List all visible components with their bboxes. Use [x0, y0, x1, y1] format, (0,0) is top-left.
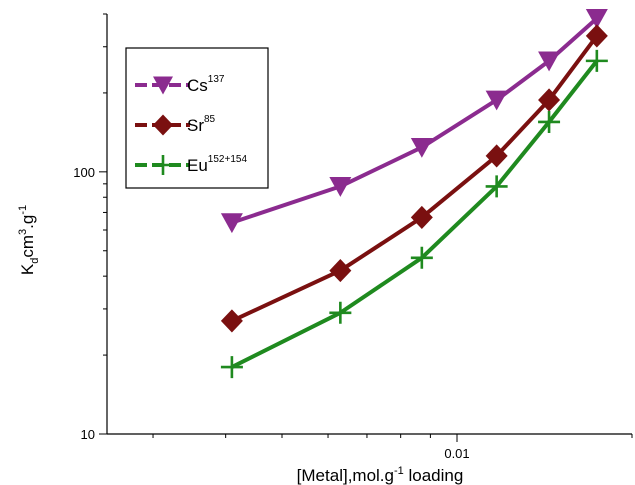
x-axis-title-sup: -1: [394, 465, 404, 477]
series-sr: [220, 24, 608, 333]
data-point: [410, 205, 433, 229]
legend-marker: [153, 76, 173, 95]
data-point: [485, 175, 508, 198]
tick-labels: 10 100 0.01: [73, 165, 469, 461]
data-point: [585, 9, 608, 29]
y-axis-title-sub: d: [29, 258, 41, 264]
legend-label: Eu152+154: [187, 154, 247, 175]
data-point: [538, 51, 561, 72]
y-axis-title-sup-neg1: -1: [17, 205, 29, 215]
axes: [106, 14, 632, 435]
series-line: [231, 34, 599, 323]
x-axis-title-main: [Metal],mol.g: [297, 466, 394, 485]
data-point: [538, 88, 561, 112]
ticks: [99, 13, 633, 442]
data-point: [220, 309, 243, 333]
series-cs: [220, 9, 608, 234]
y-axis-title-sup3: 3: [17, 229, 29, 235]
x-tick-label: 0.01: [444, 446, 469, 461]
legend: Cs137 Sr85 Eu152+154: [125, 47, 269, 189]
data-point: [410, 246, 433, 269]
data-point: [329, 301, 352, 324]
series-line: [231, 59, 599, 369]
data-point: [329, 177, 352, 197]
legend-marker: [153, 155, 173, 175]
data-point: [485, 90, 508, 111]
series-line: [231, 16, 599, 225]
legend-entry: Eu152+154: [135, 154, 247, 175]
legend-entry: Cs137: [135, 74, 225, 95]
data-point: [538, 110, 561, 133]
y-tick-label: 100: [73, 165, 95, 180]
data-point: [220, 356, 243, 379]
y-tick-label: 10: [81, 427, 95, 442]
legend-label: Cs137: [187, 74, 225, 95]
series-layer: [220, 9, 608, 379]
x-axis-title: [Metal],mol.g-1 loading: [297, 465, 464, 485]
data-point: [410, 137, 433, 158]
legend-marker: [153, 114, 173, 136]
x-axis-title-suffix: loading: [404, 466, 464, 485]
y-axis-title-k: K: [18, 263, 37, 275]
data-point: [329, 259, 352, 283]
data-point: [485, 144, 508, 168]
data-point: [585, 24, 608, 48]
y-axis-title-cm: cm: [18, 235, 37, 258]
data-point: [585, 49, 608, 72]
legend-box: [125, 47, 269, 189]
y-axis-title: Kdcm3.g-1: [17, 205, 41, 275]
data-point: [220, 213, 243, 234]
y-axis-title-g: .g: [18, 215, 37, 229]
legend-entry: Sr85: [135, 114, 216, 136]
legend-label: Sr85: [187, 114, 216, 135]
series-eu: [220, 49, 608, 379]
